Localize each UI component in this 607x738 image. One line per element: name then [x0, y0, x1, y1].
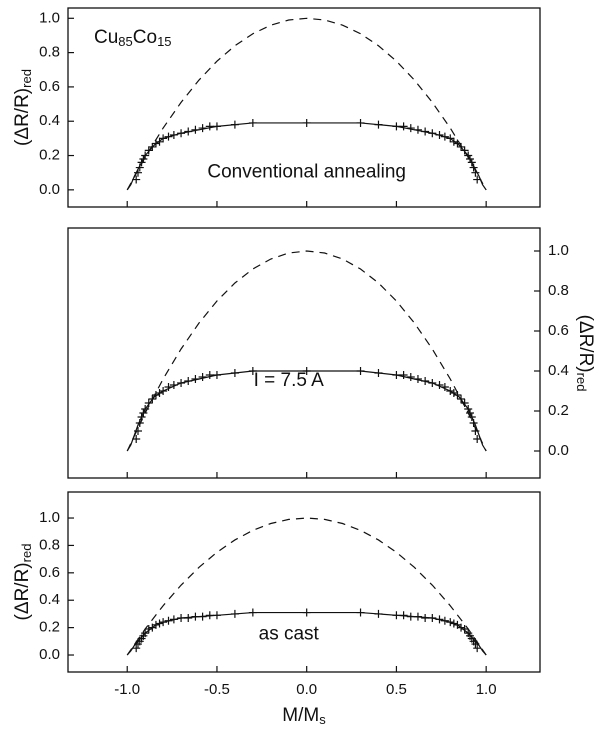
data-point — [205, 371, 214, 379]
x-axis-label: M/Ms — [282, 705, 326, 727]
data-point — [205, 122, 214, 131]
x-tick-label: 0.5 — [386, 681, 407, 698]
y-tick-label: 0.6 — [39, 78, 60, 95]
text-part: (ΔR/R) — [12, 88, 33, 146]
y-axis-label: (ΔR/R)red — [12, 544, 34, 621]
subscript: 15 — [157, 34, 171, 49]
fit-curve — [126, 611, 487, 656]
y-tick-label: 0.0 — [548, 442, 569, 459]
y-tick-label: 0.0 — [39, 181, 60, 198]
data-point — [473, 644, 482, 653]
x-tick-label: -0.5 — [204, 681, 230, 698]
x-tick-label: -1.0 — [114, 681, 140, 698]
plot-frame — [67, 491, 541, 673]
dashed-curve — [126, 250, 487, 452]
y-axis-label: (ΔR/R)red — [574, 315, 596, 392]
subscript: red — [19, 69, 34, 88]
y-tick-label: 0.2 — [39, 147, 60, 164]
data-point — [460, 146, 469, 155]
y-tick-label: 0.4 — [548, 362, 569, 379]
data-point — [132, 644, 141, 653]
y-tick-label: 1.0 — [39, 509, 60, 526]
plot-frame — [67, 227, 541, 479]
y-tick-label: 0.8 — [39, 536, 60, 553]
text-part: (ΔR/R) — [12, 562, 33, 620]
y-tick-label: 0.6 — [39, 564, 60, 581]
y-tick-label: 1.0 — [39, 9, 60, 26]
text-part: M/M — [282, 705, 319, 726]
y-tick-label: 0.2 — [548, 402, 569, 419]
text-part: Cu — [94, 27, 118, 48]
data-point — [144, 399, 153, 407]
data-point — [399, 122, 408, 131]
subscript: s — [319, 712, 326, 727]
text-part: Co — [133, 27, 157, 48]
data-point — [151, 391, 160, 399]
subscript: 85 — [118, 34, 132, 49]
x-tick-label: 1.0 — [476, 681, 497, 698]
data-point — [460, 399, 469, 407]
y-tick-label: 0.6 — [548, 322, 569, 339]
data-point — [399, 371, 408, 379]
y-tick-label: 0.8 — [548, 282, 569, 299]
y-tick-label: 0.2 — [39, 619, 60, 636]
subscript: red — [19, 544, 34, 563]
panel-label: Conventional annealing — [207, 162, 406, 183]
y-tick-label: 0.0 — [39, 646, 60, 663]
annotation: Cu85Co15 — [94, 27, 172, 49]
panel-label: as cast — [259, 623, 320, 644]
fit-curve — [126, 370, 487, 452]
y-tick-label: 0.4 — [39, 112, 60, 129]
panel-label: I = 7.5 A — [254, 370, 325, 391]
x-tick-label: 0.0 — [296, 681, 317, 698]
dashed-curve — [126, 17, 487, 191]
plot-frame — [67, 7, 541, 208]
y-tick-label: 0.4 — [39, 591, 60, 608]
text-part: (ΔR/R) — [575, 315, 596, 373]
subscript: red — [574, 373, 589, 392]
y-tick-label: 1.0 — [548, 242, 569, 259]
y-tick-label: 0.8 — [39, 44, 60, 61]
fit-curve — [126, 122, 487, 191]
y-axis-label: (ΔR/R)red — [12, 69, 34, 146]
